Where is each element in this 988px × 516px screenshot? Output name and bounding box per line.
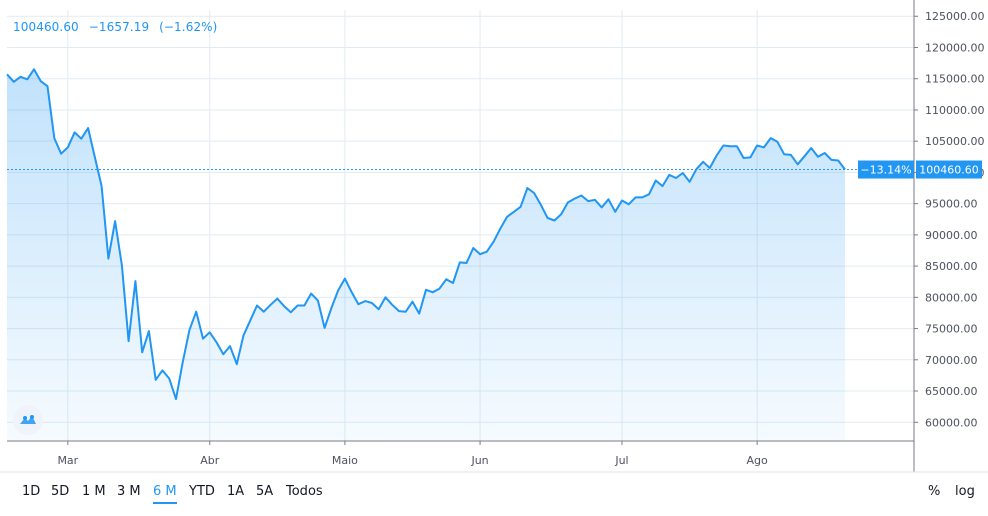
range-toolbar: 1D 5D 1 M 3 M 6 M YTD 1A 5A Todos % log [0,476,988,512]
tradingview-logo-icon[interactable] [13,405,43,435]
legend-change: −1657.19 [88,20,150,34]
x-tick-label: Abr [200,454,220,467]
x-tick-label: Jul [614,454,628,467]
range-button-1m[interactable]: 1 M [82,484,106,499]
series-line[interactable] [6,68,846,401]
legend-change-percent: (−1.62%) [159,20,218,34]
y-tick-label: 85000.00 [925,260,978,273]
y-tick-label: 60000.00 [925,416,978,429]
y-tick-label: 90000.00 [925,229,978,242]
range-button-todos[interactable]: Todos [286,484,323,499]
percent-tag-label: −13.14% [860,164,911,177]
x-tick-label: Jun [470,454,488,467]
x-tick-label: Ago [747,454,769,467]
logo-glyph [20,415,36,424]
range-button-1d[interactable]: 1D [22,484,41,499]
range-button-1a[interactable]: 1A [227,484,245,499]
range-button-6m[interactable]: 6 M [153,484,177,499]
y-tick-label: 120000.00 [925,41,985,54]
range-button-5d[interactable]: 5D [51,484,70,499]
series-area-fill [7,69,845,442]
y-tick-label: 80000.00 [925,291,978,304]
y-tick-label: 115000.00 [925,73,985,86]
log-scale-toggle[interactable]: log [955,484,975,499]
range-button-ytd[interactable]: YTD [189,484,215,499]
series-legend: 100460.60 −1657.19 (−1.62%) [13,20,223,34]
y-tick-label: 105000.00 [925,135,985,148]
y-tick-label: 95000.00 [925,198,978,211]
range-button-3m[interactable]: 3 M [117,484,141,499]
y-tick-label: 110000.00 [925,104,985,117]
percent-scale-toggle[interactable]: % [928,484,941,499]
price-tags: −13.14% 100460.60 [858,160,982,179]
y-tick-label: 75000.00 [925,323,978,336]
range-active-indicator [153,502,177,504]
x-tick-label: Mar [57,454,78,467]
legend-last-value: 100460.60 [13,20,79,34]
price-tag-bg [916,160,982,179]
y-tick-label: 125000.00 [925,10,985,23]
range-button-5a[interactable]: 5A [256,484,274,499]
percent-tag-bg [858,160,914,179]
y-tick-label: 70000.00 [925,354,978,367]
y-tick-label: 65000.00 [925,385,978,398]
price-tag-label: 100460.60 [919,164,979,177]
x-tick-label: Maio [332,454,358,467]
